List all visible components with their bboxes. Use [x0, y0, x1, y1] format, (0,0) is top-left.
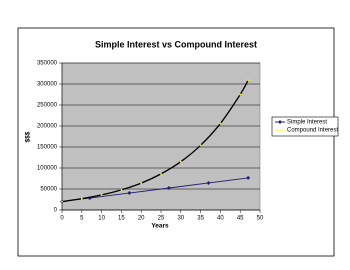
marker: [180, 160, 182, 163]
x-tick-label: 20: [138, 216, 145, 222]
x-tick-label: 10: [98, 216, 105, 222]
marker: [160, 173, 162, 175]
legend: [271, 116, 339, 137]
x-tick-label: 50: [257, 216, 264, 222]
x-tick-label: 35: [197, 216, 204, 222]
x-tick-label: 25: [158, 216, 165, 222]
legend-marker: [278, 120, 282, 124]
chart-title: Simple Interest vs Compound Interest: [95, 39, 257, 49]
legend-label: Simple Interest: [287, 120, 327, 126]
marker: [127, 191, 132, 196]
marker: [120, 189, 123, 191]
x-axis-label: Years: [151, 223, 169, 230]
marker: [206, 180, 211, 185]
marker: [61, 200, 63, 203]
y-tick-label: 50000: [40, 187, 57, 193]
x-tick-label: 0: [60, 216, 64, 222]
marker: [246, 175, 251, 180]
marker: [239, 93, 241, 96]
y-axis-label: $$$: [25, 131, 32, 142]
marker: [166, 185, 171, 190]
y-tick-label: 200000: [37, 124, 58, 130]
y-tick-label: 0: [54, 208, 58, 214]
x-tick-label: 45: [237, 216, 244, 222]
legend-label: Compound Interest: [287, 128, 338, 134]
marker: [100, 194, 103, 196]
plot-area: [61, 62, 261, 211]
x-tick-label: 40: [217, 216, 224, 222]
y-tick-label: 100000: [37, 166, 58, 172]
y-tick-label: 300000: [37, 82, 58, 88]
x-tick-label: 5: [80, 216, 84, 222]
marker: [81, 197, 83, 200]
y-tick-label: 350000: [37, 61, 58, 67]
marker: [199, 144, 202, 147]
marker: [140, 182, 142, 184]
marker: [247, 79, 249, 82]
marker: [219, 122, 222, 125]
y-tick-label: 250000: [37, 103, 58, 109]
x-tick-label: 15: [118, 216, 125, 222]
y-tick-label: 150000: [37, 145, 58, 151]
x-tick-label: 30: [177, 216, 184, 222]
